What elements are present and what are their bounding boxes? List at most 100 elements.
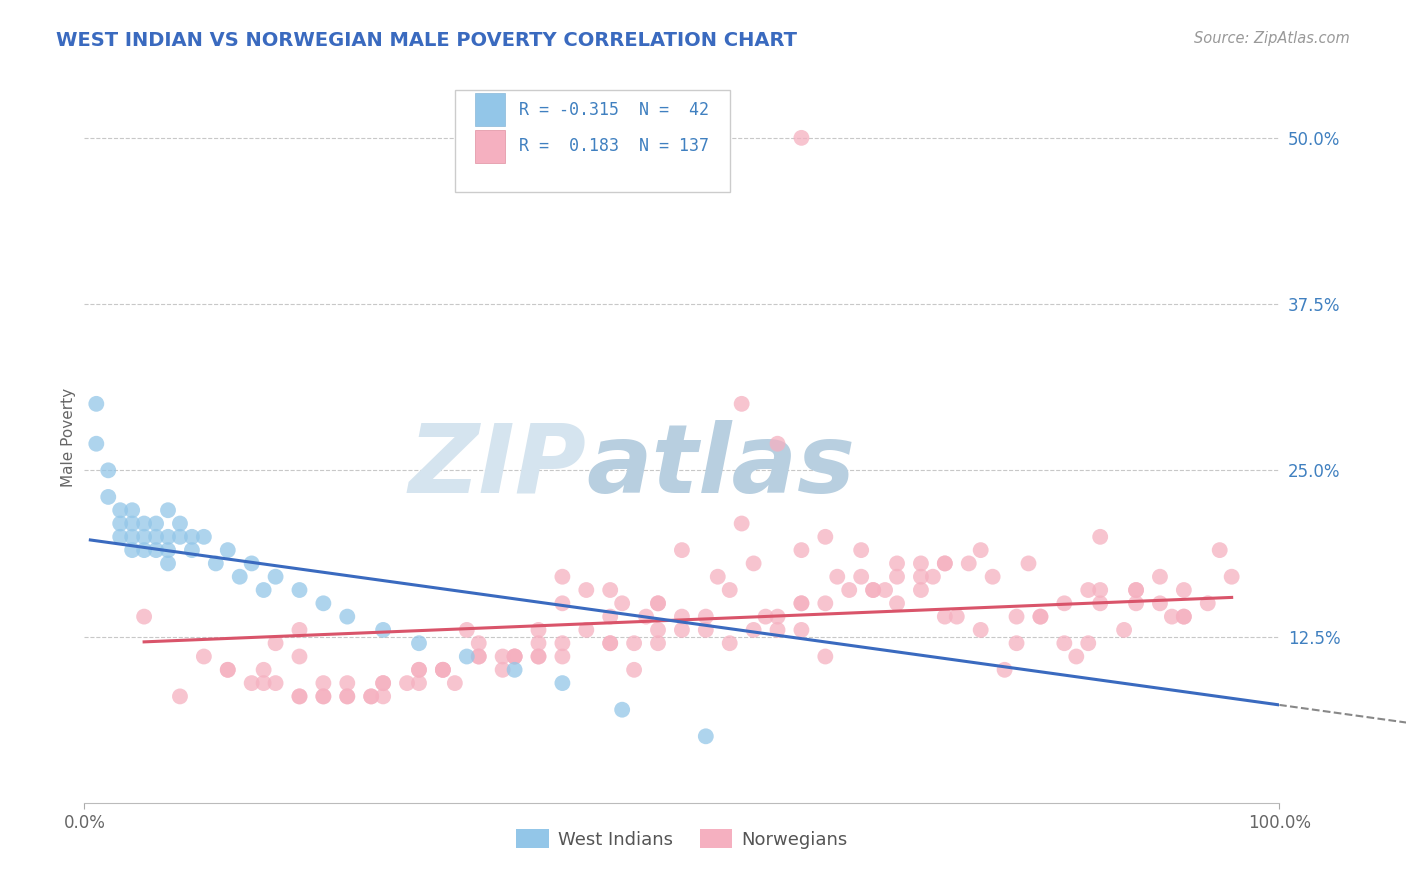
Point xyxy=(946,609,969,624)
Text: Source: ZipAtlas.com: Source: ZipAtlas.com xyxy=(1194,31,1350,46)
Point xyxy=(110,503,132,517)
Point xyxy=(957,557,980,571)
Point xyxy=(217,663,239,677)
Point xyxy=(647,623,669,637)
Point xyxy=(994,663,1017,677)
Point xyxy=(373,690,395,704)
Point xyxy=(1125,582,1147,597)
Point xyxy=(253,582,276,597)
FancyBboxPatch shape xyxy=(475,130,505,163)
Point xyxy=(229,570,252,584)
Point xyxy=(1125,596,1147,610)
Point xyxy=(253,663,276,677)
Point xyxy=(157,530,180,544)
Point xyxy=(790,131,813,145)
Legend: West Indians, Norwegians: West Indians, Norwegians xyxy=(509,822,855,856)
Point xyxy=(718,636,741,650)
Point xyxy=(468,649,491,664)
Point xyxy=(527,649,550,664)
Point xyxy=(145,516,167,531)
Point xyxy=(169,530,191,544)
Point xyxy=(181,530,204,544)
Point xyxy=(86,397,108,411)
Point xyxy=(790,596,813,610)
Point xyxy=(790,543,813,558)
Point xyxy=(157,557,180,571)
Point xyxy=(336,690,359,704)
Point xyxy=(527,623,550,637)
Point xyxy=(157,543,180,558)
Point xyxy=(934,609,956,624)
Point xyxy=(408,636,430,650)
Point xyxy=(851,570,873,584)
Point xyxy=(875,582,897,597)
Point xyxy=(240,557,263,571)
Point xyxy=(755,609,778,624)
Point xyxy=(790,596,813,610)
Point xyxy=(981,570,1004,584)
Point xyxy=(636,609,658,624)
Point xyxy=(575,582,598,597)
Point xyxy=(934,557,956,571)
Point xyxy=(132,543,156,558)
Point xyxy=(408,676,430,690)
Point xyxy=(288,582,311,597)
Point xyxy=(1220,570,1243,584)
Point xyxy=(312,690,335,704)
Point xyxy=(551,596,574,610)
Point xyxy=(862,582,884,597)
Point xyxy=(1005,609,1028,624)
Point xyxy=(1173,582,1195,597)
Point xyxy=(886,570,908,584)
Point xyxy=(360,690,382,704)
Point xyxy=(551,636,574,650)
Point xyxy=(336,609,359,624)
Point xyxy=(1114,623,1136,637)
Point xyxy=(288,690,311,704)
Point xyxy=(373,676,395,690)
Point xyxy=(132,516,156,531)
Point xyxy=(503,649,526,664)
Point xyxy=(1090,596,1112,610)
Point xyxy=(373,623,395,637)
Point xyxy=(205,557,228,571)
Text: atlas: atlas xyxy=(586,420,855,513)
Y-axis label: Male Poverty: Male Poverty xyxy=(60,387,76,487)
Point xyxy=(217,543,239,558)
Point xyxy=(145,530,167,544)
Point xyxy=(193,530,215,544)
Point xyxy=(444,676,467,690)
Point xyxy=(886,557,908,571)
Point xyxy=(1090,530,1112,544)
Point xyxy=(121,503,143,517)
Point xyxy=(121,530,143,544)
Point xyxy=(492,649,515,664)
Point xyxy=(253,676,276,690)
Point xyxy=(181,543,204,558)
Point xyxy=(1053,596,1076,610)
Point xyxy=(612,596,634,610)
Point xyxy=(1077,636,1099,650)
FancyBboxPatch shape xyxy=(456,90,730,192)
Point xyxy=(288,649,311,664)
Point xyxy=(97,490,120,504)
Point xyxy=(862,582,884,597)
Point xyxy=(1018,557,1040,571)
Point xyxy=(503,649,526,664)
Point xyxy=(718,582,741,597)
Point xyxy=(432,663,454,677)
Point xyxy=(360,690,382,704)
Text: R =  0.183  N = 137: R = 0.183 N = 137 xyxy=(519,137,710,155)
Point xyxy=(288,623,311,637)
Point xyxy=(432,663,454,677)
Point xyxy=(408,663,430,677)
Point xyxy=(934,557,956,571)
Point xyxy=(110,530,132,544)
Point xyxy=(1197,596,1219,610)
Point xyxy=(731,397,754,411)
Point xyxy=(551,570,574,584)
Point xyxy=(1077,582,1099,597)
Text: ZIP: ZIP xyxy=(408,420,586,513)
Point xyxy=(886,596,908,610)
Point xyxy=(599,609,621,624)
